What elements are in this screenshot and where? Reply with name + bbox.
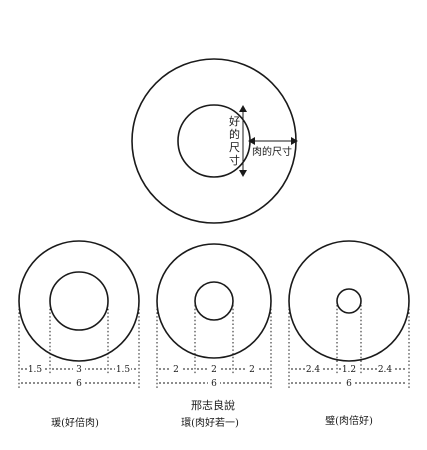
yuan-caption: 瑗(好倍肉) [51,416,99,429]
bi-label-bg [305,363,321,374]
attribution-text: 邢志良說 [191,398,235,412]
flesh-arrow-right [291,137,298,145]
huan-dim-right: 2 [249,365,255,375]
bi-dim-right: 2.4 [378,365,393,375]
bi-dim-center: 1.2 [342,365,356,375]
bi-label-bg [377,363,393,374]
hole-arrow-top [239,105,247,112]
top-disc-diagram: 好 的 尺 寸 肉的尺寸 [131,58,298,224]
bi-inner-circle [336,288,362,314]
bi-label-bg [341,363,357,374]
flesh-arrow-left [248,137,255,145]
yuan-inner-circle [49,271,109,331]
huan-outer-circle [156,243,272,359]
bi-dim-left: 2.4 [306,365,321,375]
huan-label-bg [208,363,220,374]
huan-caption: 環(肉好若一) [181,416,239,429]
bi-dim-total: 6 [346,379,352,389]
hole-arrow-bottom [239,170,247,177]
hole-label-char: 的 [229,127,240,141]
huan-dim-center: 2 [211,365,217,375]
yuan-dim-total: 6 [76,379,82,389]
bi-caption: 璧(肉倍好) [325,414,373,427]
hole-label-char: 好 [229,114,240,128]
yuan-dim-right: 1.5 [116,365,131,375]
huan-label-bg [208,377,220,388]
huan-label-bg [170,363,182,374]
huan-dim-total: 6 [211,379,217,389]
huan-dim-left: 2 [173,365,179,375]
huan-disc-diagram: 2 2 2 6 環(肉好若一) [156,243,272,429]
bi-outer-circle [288,240,410,362]
yuan-dim-center: 3 [76,365,82,375]
huan-inner-circle [194,281,234,321]
yuan-label-bg [115,363,131,374]
yuan-outer-circle [18,240,140,362]
yuan-label-bg [73,377,85,388]
hole-label-char: 寸 [229,153,240,167]
yuan-label-bg [73,363,85,374]
bi-disc-diagram: 2.4 1.2 2.4 6 璧(肉倍好) [288,240,410,427]
huan-label-bg [246,363,258,374]
flesh-size-label: 肉的尺寸 [252,145,292,158]
bi-label-bg [343,377,355,388]
hole-size-label: 好 的 尺 寸 [229,114,244,167]
yuan-disc-diagram: 1.5 3 1.5 6 瑗(好倍肉) [18,240,140,429]
yuan-label-bg [27,363,43,374]
hole-label-char: 尺 [229,141,240,154]
yuan-dim-left: 1.5 [28,365,43,375]
